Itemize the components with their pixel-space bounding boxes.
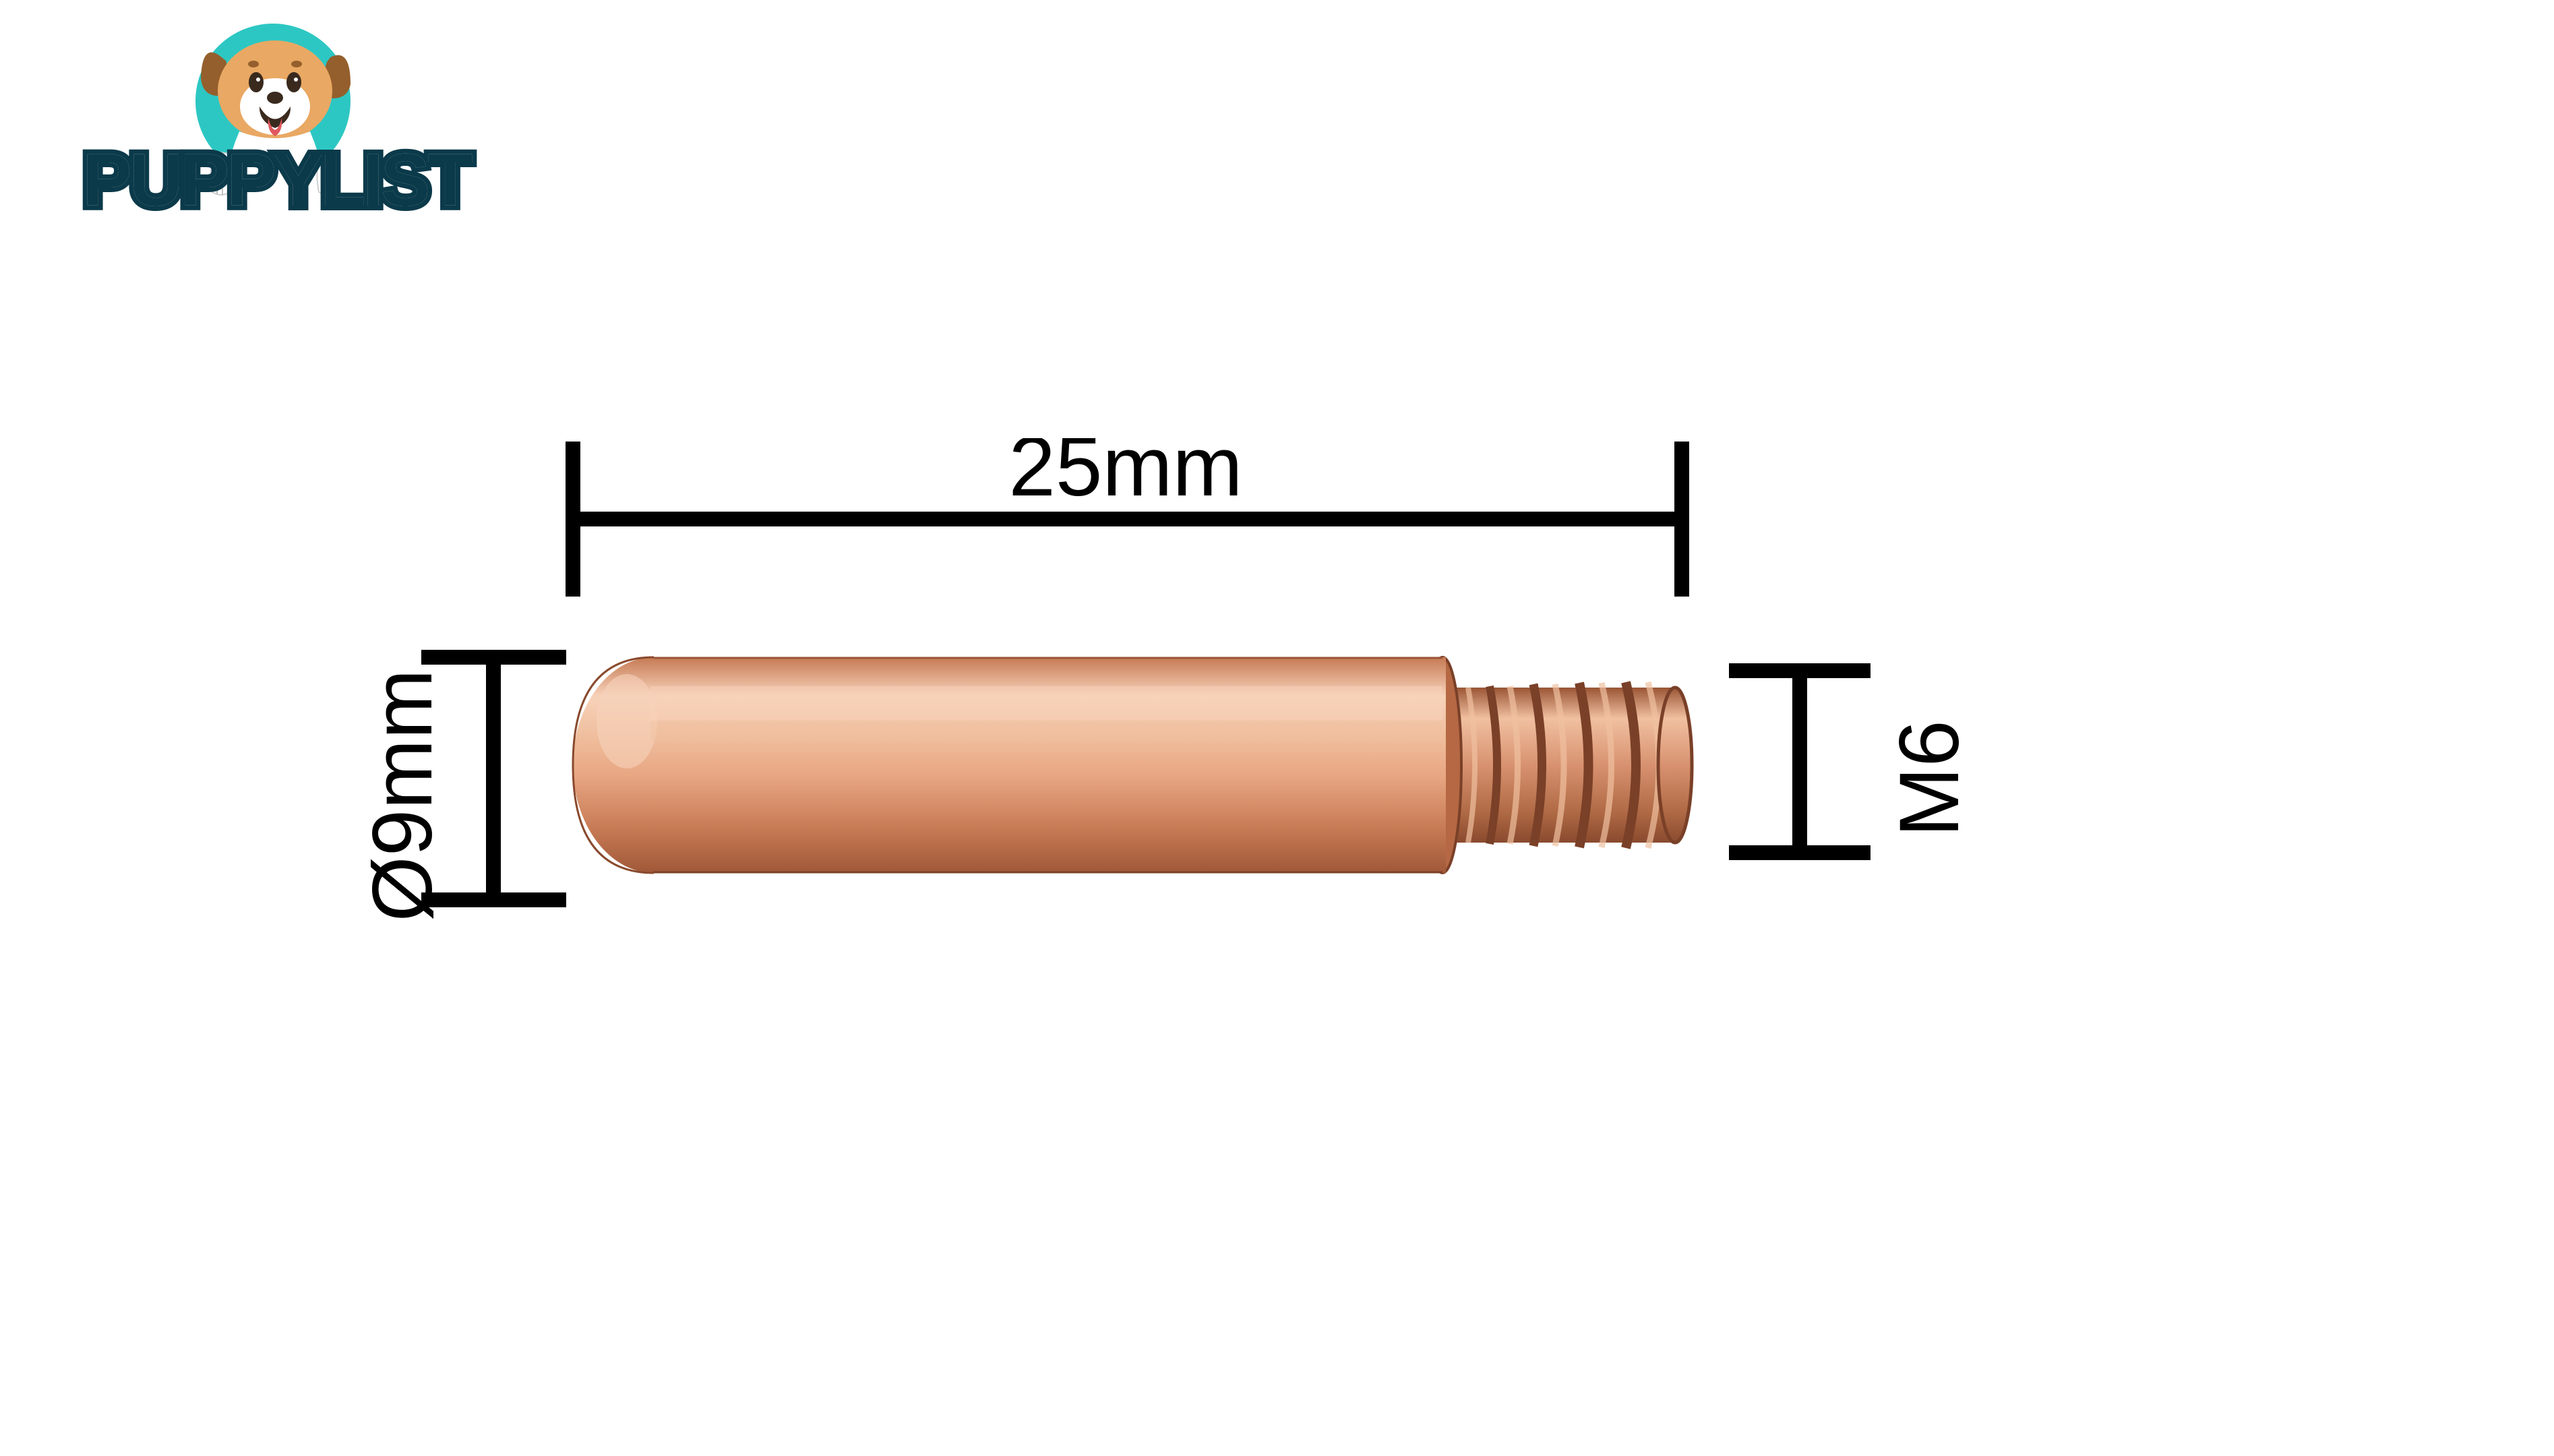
puppylist-logo: PUPPYLIST PUPPYLIST xyxy=(40,20,512,249)
diameter-dimension: Ø9mm xyxy=(356,657,566,922)
length-label: 25mm xyxy=(1008,438,1242,514)
thread-label: M6 xyxy=(1883,720,1976,837)
length-dimension: 25mm xyxy=(573,438,1682,597)
thread-dimension: M6 xyxy=(1729,671,1976,853)
contact-tip xyxy=(573,657,1692,873)
diameter-label: Ø9mm xyxy=(356,669,450,922)
logo-text: PUPPYLIST xyxy=(82,139,473,222)
thread-section xyxy=(1442,682,1692,848)
technical-diagram: 25mm Ø9mm M6 xyxy=(337,438,2258,1045)
logo-svg: PUPPYLIST PUPPYLIST xyxy=(40,20,512,249)
diagram-svg: 25mm Ø9mm M6 xyxy=(337,438,2258,1045)
